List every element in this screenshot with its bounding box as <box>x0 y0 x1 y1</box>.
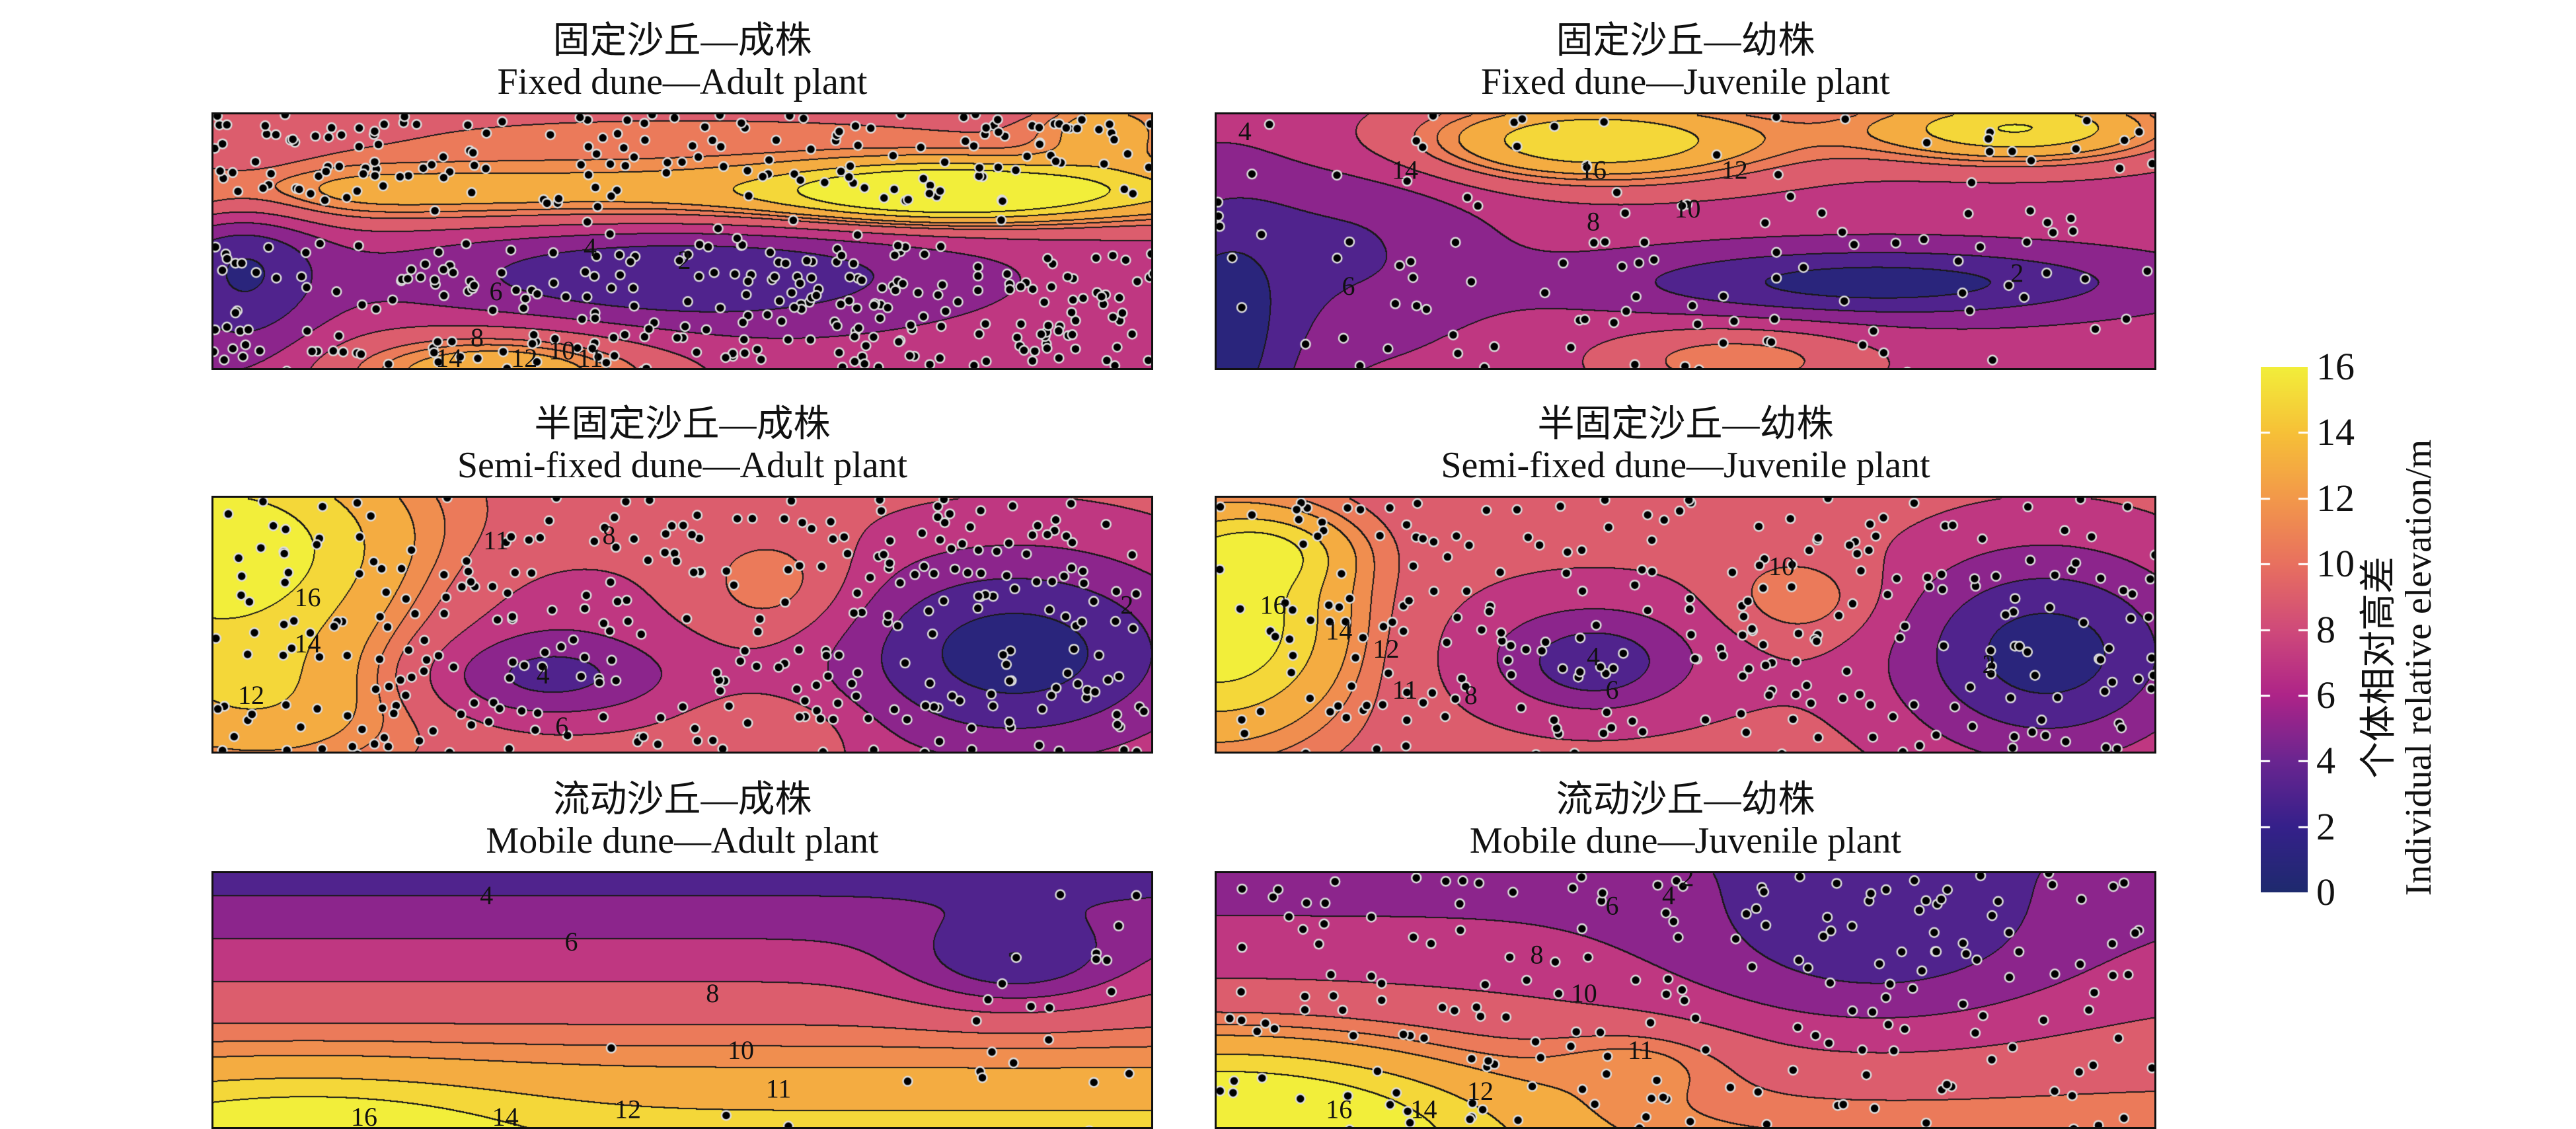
colorbar-title-en: Individual relative elevation/m <box>2398 439 2439 896</box>
contour-label: 8 <box>1587 207 1600 237</box>
contour-label: 10 <box>728 1035 754 1065</box>
panel-title-zh: 固定沙丘—成株 <box>552 20 812 61</box>
contour-label: 12 <box>511 343 537 370</box>
contour-label: 11 <box>483 526 509 555</box>
contour-label: 16 <box>295 582 321 612</box>
contour-plot: 2 4 6 8 10 11 12 14 16 <box>1215 871 2156 1129</box>
contour-label: 14 <box>436 343 462 370</box>
contour-label: 14 <box>295 629 321 658</box>
contour-label: 2 <box>1983 649 1996 679</box>
panel-title-zh: 半固定沙丘—成株 <box>534 404 831 445</box>
contour-label: 8 <box>706 978 719 1008</box>
contour-label: 6 <box>1342 271 1355 301</box>
contour-label: 4 <box>584 233 597 262</box>
panel-title-en: Fixed dune—Adult plant <box>497 61 868 102</box>
contour-label: 12 <box>1467 1076 1494 1106</box>
contour-label: 10 <box>1675 194 1701 223</box>
contour-label: 2 <box>1120 590 1133 620</box>
panel-title-zh: 半固定沙丘—幼株 <box>1537 404 1834 445</box>
colorbar-title-zh: 个体相对高差 <box>2359 557 2400 779</box>
contour-label: 12 <box>238 680 264 710</box>
contour-label: 14 <box>492 1102 519 1129</box>
panel-title-en: Fixed dune—Juvenile plant <box>1480 61 1890 102</box>
contour-label: 16 <box>351 1102 377 1129</box>
contour-label: 4 <box>1587 642 1600 672</box>
contour-label: 2 <box>2010 258 2024 288</box>
panel-6: 流动沙丘—幼株 Mobile dune—Juvenile plant 2 4 6 8 10 1… <box>1215 772 2156 1129</box>
contour-label: 12 <box>1373 634 1400 664</box>
panel-title-zh: 固定沙丘—幼株 <box>1556 20 1815 61</box>
panel-1: 固定沙丘—成株 Fixed dune—Adult plant 4 6 8 10 11 12 14… <box>211 13 1153 370</box>
contour-plot: 11 8 16 14 12 4 6 2 <box>211 496 1153 754</box>
contour-label: 6 <box>490 276 503 306</box>
contour-fill <box>213 114 1151 368</box>
contour-label: 11 <box>766 1073 792 1103</box>
contour-fill <box>1217 498 2154 752</box>
contour-label: 10 <box>1768 551 1795 581</box>
colorbar-tick-label: 8 <box>2316 607 2335 651</box>
contour-label: 12 <box>1722 155 1748 185</box>
contour-label: 14 <box>1326 616 1352 646</box>
contour-fill <box>213 498 1151 752</box>
colorbar <box>2261 367 2308 892</box>
contour-plot: 16 14 12 11 8 4 6 2 10 <box>1215 496 2156 754</box>
panel-title-en: Semi-fixed dune—Juvenile plant <box>1441 445 1930 486</box>
colorbar-tick-label: 10 <box>2316 542 2355 586</box>
contour-label: 4 <box>1662 880 1675 910</box>
contour-label: 12 <box>615 1095 641 1124</box>
contour-label: 6 <box>565 927 578 956</box>
contour-label: 11 <box>1392 675 1418 705</box>
contour-label: 2 <box>678 245 691 275</box>
panel-title-zh: 流动沙丘—成株 <box>552 779 812 820</box>
panel-title-en: Semi-fixed dune—Adult plant <box>457 445 908 486</box>
contour-label: 6 <box>555 711 568 741</box>
contour-label: 11 <box>1628 1035 1653 1065</box>
contour-label: 14 <box>1392 155 1418 185</box>
contour-label: 6 <box>1606 675 1619 705</box>
colorbar-tick-label: 14 <box>2316 410 2355 454</box>
contour-label: 16 <box>1580 155 1607 185</box>
contour-label: 2 <box>1681 873 1694 892</box>
contour-plot: 4 6 8 10 11 12 14 2 <box>211 112 1153 370</box>
contour-label: 16 <box>1326 1095 1352 1124</box>
contour-label: 8 <box>1531 940 1544 970</box>
contour-label: 4 <box>480 880 493 910</box>
colorbar-tick-label: 12 <box>2316 476 2355 520</box>
colorbar-tick-label: 0 <box>2316 871 2335 914</box>
contour-label: 10 <box>549 336 575 366</box>
contour-label: 8 <box>471 323 484 352</box>
panel-3: 半固定沙丘—成株 Semi-fixed dune—Adult plant 11 8 16… <box>211 397 1153 754</box>
contour-label: 6 <box>1606 890 1619 920</box>
panel-title-zh: 流动沙丘—幼株 <box>1556 779 1815 820</box>
panel-title-en: Mobile dune—Juvenile plant <box>1469 820 1902 861</box>
contour-label: 8 <box>1464 680 1478 710</box>
contour-label: 4 <box>537 660 550 689</box>
colorbar-tick-label: 2 <box>2316 804 2335 848</box>
contour-label: 16 <box>1260 590 1287 620</box>
panel-5: 流动沙丘—成株 Mobile dune—Adult plant 4 6 8 10 11 12 1… <box>211 772 1153 1129</box>
panel-4: 半固定沙丘—幼株 Semi-fixed dune—Juvenile plant 16… <box>1215 397 2156 754</box>
contour-label: 4 <box>1238 116 1252 146</box>
contour-plot: 4 6 8 10 12 14 16 2 <box>1215 112 2156 370</box>
contour-fill <box>1217 873 2154 1127</box>
contour-fill <box>213 873 1151 1127</box>
contour-label: 10 <box>1571 978 1597 1008</box>
colorbar-tick-label: 4 <box>2316 739 2335 783</box>
panel-title-en: Mobile dune—Adult plant <box>486 820 879 861</box>
contour-label: 11 <box>578 343 603 370</box>
contour-label: 14 <box>1411 1095 1437 1124</box>
contour-label: 8 <box>603 520 616 550</box>
panel-2: 固定沙丘—幼株 Fixed dune—Juvenile plant 4 6 8 10 12 1… <box>1215 13 2156 370</box>
colorbar-tick-label: 16 <box>2316 345 2355 388</box>
colorbar-tick-label: 6 <box>2316 673 2335 717</box>
colorbar-title: 个体相对高差 Individual relative elevation/m <box>2359 403 2439 932</box>
contour-fill <box>1217 114 2154 368</box>
contour-plot: 4 6 8 10 11 12 14 16 <box>211 871 1153 1129</box>
